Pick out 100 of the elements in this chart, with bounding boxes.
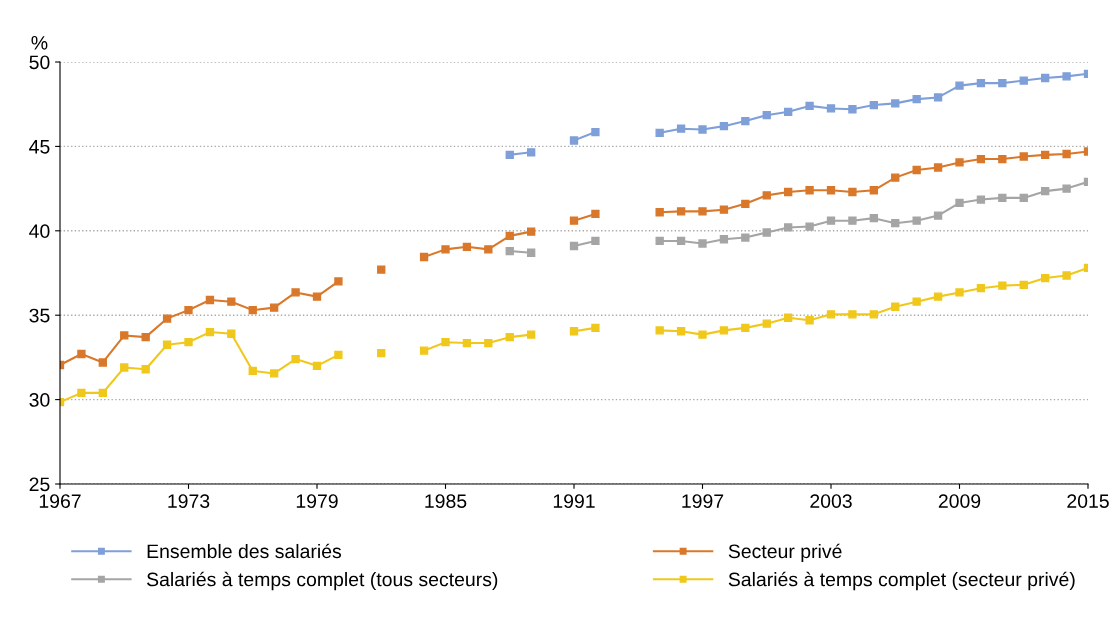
point xyxy=(505,231,514,241)
point xyxy=(77,388,86,398)
y-tick-label: 40 xyxy=(29,224,50,239)
point xyxy=(1040,273,1050,283)
legend-label: Salariés à temps complet (secteur privé) xyxy=(728,571,1075,591)
point xyxy=(762,191,771,200)
point xyxy=(955,198,964,208)
point xyxy=(998,154,1007,164)
point xyxy=(162,314,172,323)
x-tick-label: 2009 xyxy=(938,494,981,508)
point xyxy=(591,209,600,219)
point xyxy=(891,219,900,228)
point xyxy=(719,121,729,131)
point xyxy=(120,331,129,340)
x-tick-label: 1985 xyxy=(425,494,467,508)
point xyxy=(912,165,921,175)
point xyxy=(676,236,686,246)
point xyxy=(891,99,900,108)
point xyxy=(826,186,836,195)
point xyxy=(848,187,857,197)
point xyxy=(591,323,600,333)
point xyxy=(741,116,750,126)
point xyxy=(912,216,921,225)
point xyxy=(291,288,300,297)
y-tick-label: 45 xyxy=(29,140,50,154)
point xyxy=(526,148,536,157)
point xyxy=(441,338,450,347)
point xyxy=(484,245,493,254)
point xyxy=(591,236,600,246)
point xyxy=(869,213,879,223)
point xyxy=(248,366,257,376)
point xyxy=(976,284,986,293)
point xyxy=(719,326,729,335)
y-axis-title: % xyxy=(31,36,48,50)
point xyxy=(569,136,579,145)
point xyxy=(933,292,943,301)
point xyxy=(655,128,664,138)
point xyxy=(976,195,986,204)
point xyxy=(933,163,943,172)
point xyxy=(805,222,814,231)
point xyxy=(805,186,814,195)
point xyxy=(1019,76,1028,85)
point xyxy=(1019,152,1028,161)
y-tick-label: 50 xyxy=(29,55,50,70)
point xyxy=(933,211,943,220)
point xyxy=(783,223,793,232)
point xyxy=(955,288,964,297)
point xyxy=(762,111,771,120)
point xyxy=(98,388,108,398)
point xyxy=(976,154,986,164)
point xyxy=(120,363,129,372)
point xyxy=(462,338,472,348)
legend-label: Secteur privé xyxy=(728,543,842,563)
point xyxy=(783,187,793,197)
point xyxy=(741,323,750,333)
y-tick-label: 30 xyxy=(29,393,50,407)
point xyxy=(805,101,814,111)
point xyxy=(741,233,750,242)
x-tick-label: 1967 xyxy=(39,494,81,508)
point xyxy=(1062,184,1071,193)
point xyxy=(698,330,707,339)
point xyxy=(291,354,300,364)
point xyxy=(655,236,664,246)
point xyxy=(205,295,215,305)
x-tick-label: 1979 xyxy=(296,494,338,508)
point xyxy=(698,239,707,248)
point xyxy=(869,186,879,195)
point xyxy=(891,173,900,182)
point xyxy=(312,361,322,371)
point xyxy=(505,332,514,342)
point xyxy=(569,327,579,336)
point xyxy=(998,193,1007,203)
point xyxy=(998,281,1007,290)
point xyxy=(1040,73,1050,83)
x-tick-label: 1991 xyxy=(553,494,595,508)
point xyxy=(762,228,771,237)
point xyxy=(976,78,986,88)
point xyxy=(1040,150,1050,160)
point xyxy=(141,332,150,342)
point xyxy=(419,346,429,355)
point xyxy=(334,350,343,360)
point xyxy=(933,93,943,102)
point xyxy=(377,265,386,274)
point xyxy=(805,316,814,325)
point xyxy=(848,310,857,319)
point xyxy=(526,248,536,257)
x-tick-label: 2003 xyxy=(810,494,852,508)
point xyxy=(505,246,514,256)
point xyxy=(1062,149,1071,159)
point xyxy=(569,216,579,225)
point xyxy=(162,340,172,349)
point xyxy=(462,242,472,252)
point xyxy=(248,305,257,315)
point xyxy=(762,319,771,328)
point xyxy=(698,125,707,134)
point xyxy=(334,277,343,286)
point xyxy=(955,81,964,90)
point xyxy=(891,302,900,311)
point xyxy=(676,327,686,336)
point xyxy=(912,94,921,104)
